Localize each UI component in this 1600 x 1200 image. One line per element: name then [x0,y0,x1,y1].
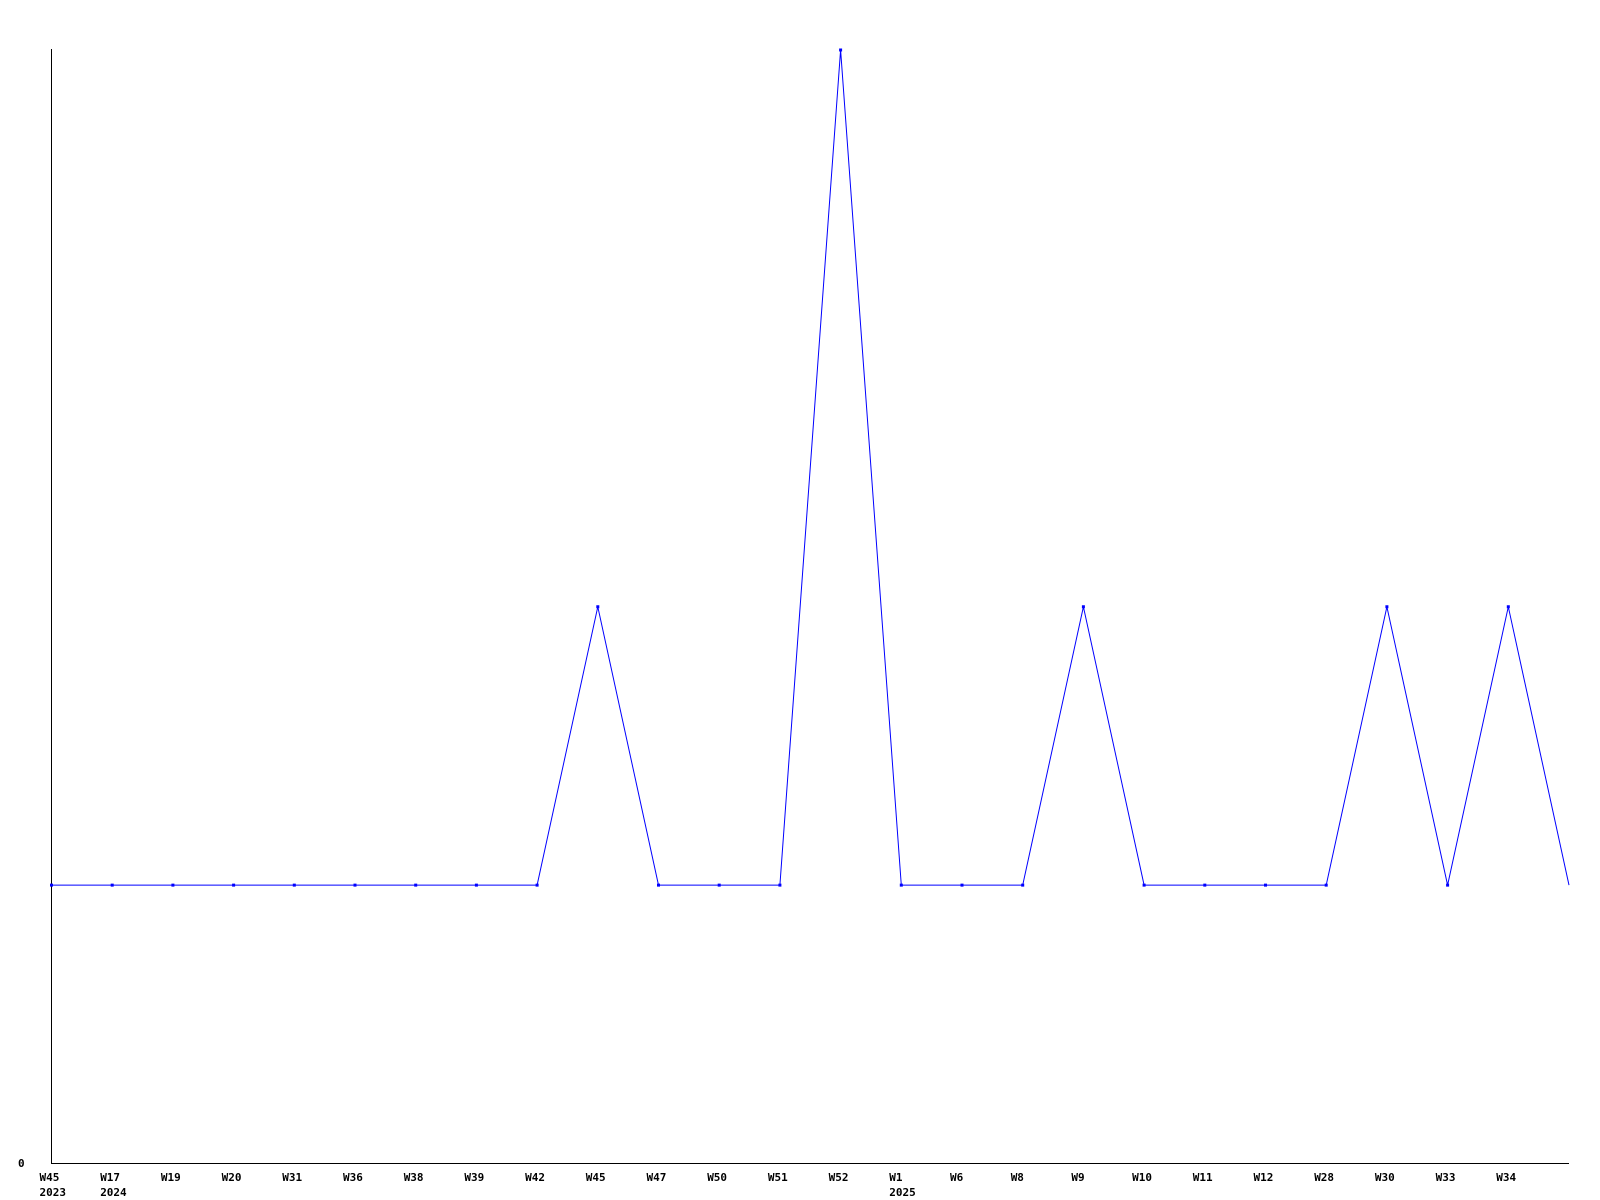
data-point [1264,883,1267,887]
data-point [1203,883,1207,887]
data-point [1142,883,1146,887]
data-point [1081,605,1085,609]
data-point [1506,605,1510,609]
data-point [110,883,114,887]
x-tick-label: W9 [1071,1171,1084,1184]
x-tick-label: W45 [40,1171,60,1184]
data-point [1324,883,1328,887]
x-tick-label: W17 [100,1171,120,1184]
data-point [232,883,236,887]
y-tick-label-0: 0 [18,1157,25,1170]
x-tick-label: W6 [950,1171,964,1184]
data-point [596,605,600,609]
x-tick-label: W8 [1011,1171,1024,1184]
x-tick-label: W47 [647,1171,667,1184]
data-point [717,883,721,887]
data-point [535,883,539,887]
data-point [778,883,782,887]
series-line [51,49,1570,886]
x-tick-label: W52 [829,1171,849,1184]
x-tick-label: W10 [1132,1171,1152,1184]
data-point [899,883,903,887]
data-point [839,48,843,52]
data-point [657,883,660,887]
data-point [1021,883,1025,887]
x-tick-label: W38 [404,1171,424,1184]
x-tick-label: W28 [1314,1171,1334,1184]
data-point [960,883,964,887]
x-tick-label: W31 [282,1171,302,1184]
x-year-label: 2024 [100,1186,127,1199]
data-point [292,883,296,887]
x-tick-label: W39 [464,1171,484,1184]
x-tick-label: W11 [1193,1171,1213,1184]
x-tick-label: W42 [525,1171,545,1184]
x-year-label: 2023 [40,1186,67,1199]
data-point [1446,883,1450,887]
data-point [353,883,357,887]
data-point [50,883,53,887]
x-year-label: 2025 [889,1186,916,1199]
x-tick-label: W20 [222,1171,242,1184]
data-point [171,883,175,887]
x-tick-label: W45 [586,1171,606,1184]
data-point [414,883,418,887]
x-tick-label: W36 [343,1171,363,1184]
data-point [1385,605,1389,609]
x-tick-label: W12 [1254,1171,1274,1184]
x-tick-label: W34 [1496,1171,1516,1184]
x-tick-label: W30 [1375,1171,1395,1184]
data-point [474,883,478,887]
x-tick-label: W19 [161,1171,181,1184]
x-tick-label: W33 [1436,1171,1456,1184]
x-tick-label: W1 [889,1171,903,1184]
x-tick-label: W51 [768,1171,788,1184]
x-tick-label: W50 [707,1171,727,1184]
